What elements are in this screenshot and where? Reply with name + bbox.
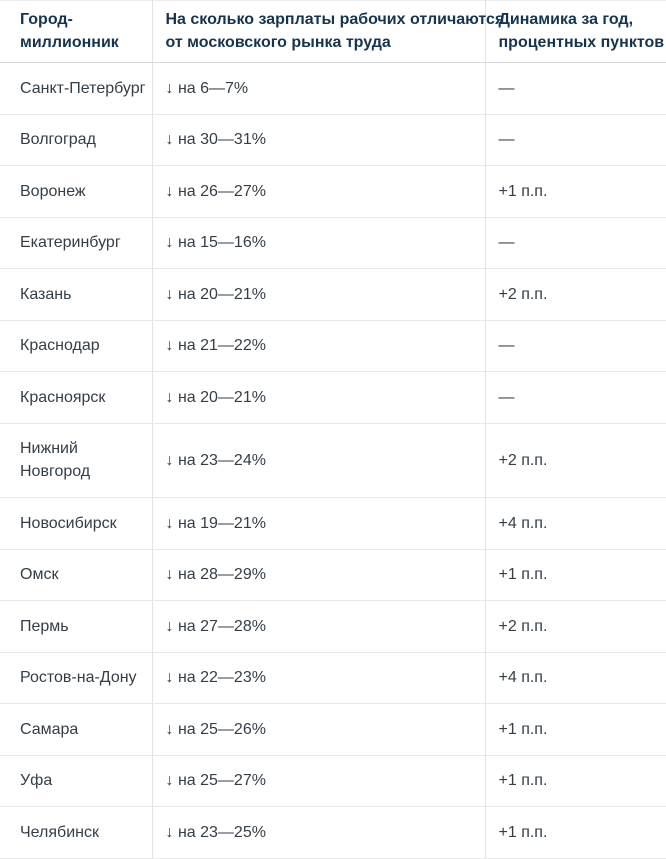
city-cell: Омск [0, 549, 152, 601]
city-cell: Пермь [0, 600, 152, 653]
table-row: Пермь ↓ на 27—28% +2 п.п. [0, 600, 666, 653]
salary-diff-cell: ↓ на 20—21% [151, 371, 485, 424]
city-cell: Челябинск [0, 806, 152, 859]
table-row: Екатеринбург ↓ на 15—16% — [0, 217, 666, 269]
dynamics-cell: — [484, 114, 666, 166]
salary-diff-cell: ↓ на 19—21% [151, 497, 485, 550]
dynamics-cell: +1 п.п. [484, 755, 666, 807]
salary-diff-cell: ↓ на 28—29% [151, 549, 485, 601]
salary-diff-cell: ↓ на 27—28% [151, 600, 485, 653]
dynamics-cell: +4 п.п. [484, 497, 666, 550]
table-row: Нижний Новгород ↓ на 23—24% +2 п.п. [0, 423, 666, 498]
salary-diff-cell: ↓ на 25—27% [151, 755, 485, 807]
dynamics-cell: — [484, 320, 666, 372]
table-row: Новосибирск ↓ на 19—21% +4 п.п. [0, 497, 666, 550]
city-cell: Воронеж [0, 165, 152, 218]
city-cell: Уфа [0, 755, 152, 807]
column-header-salary-diff: На сколько зарплаты рабочих отличаются о… [151, 0, 504, 63]
dynamics-cell: — [484, 217, 666, 269]
table-row: Санкт-Петербург ↓ на 6—7% — [0, 62, 666, 115]
city-cell: Волгоград [0, 114, 152, 166]
dynamics-cell: +4 п.п. [484, 652, 666, 704]
dynamics-cell: +1 п.п. [484, 549, 666, 601]
dynamics-cell: +1 п.п. [484, 806, 666, 859]
city-cell: Красноярск [0, 371, 152, 424]
dynamics-cell: +2 п.п. [484, 268, 666, 321]
table-row: Челябинск ↓ на 23—25% +1 п.п. [0, 806, 666, 859]
table-body: Санкт-Петербург ↓ на 6—7% — Волгоград ↓ … [0, 62, 666, 859]
salary-diff-cell: ↓ на 23—25% [151, 806, 485, 859]
dynamics-cell: +2 п.п. [484, 423, 666, 498]
table-row: Омск ↓ на 28—29% +1 п.п. [0, 549, 666, 601]
city-cell: Екатеринбург [0, 217, 152, 269]
salary-diff-cell: ↓ на 26—27% [151, 165, 485, 218]
salary-diff-cell: ↓ на 21—22% [151, 320, 485, 372]
city-cell: Казань [0, 268, 152, 321]
table-row: Казань ↓ на 20—21% +2 п.п. [0, 268, 666, 321]
salary-diff-cell: ↓ на 30—31% [151, 114, 485, 166]
city-cell: Санкт-Петербург [0, 62, 152, 115]
dynamics-cell: — [484, 62, 666, 115]
table-row: Ростов-на-Дону ↓ на 22—23% +4 п.п. [0, 652, 666, 704]
table-row: Уфа ↓ на 25—27% +1 п.п. [0, 755, 666, 807]
salary-diff-cell: ↓ на 6—7% [151, 62, 485, 115]
salary-diff-cell: ↓ на 15—16% [151, 217, 485, 269]
salary-diff-cell: ↓ на 22—23% [151, 652, 485, 704]
salary-diff-cell: ↓ на 23—24% [151, 423, 485, 498]
city-cell: Ростов-на-Дону [0, 652, 152, 704]
header-row: Город- миллионник На сколько зарплаты ра… [0, 0, 666, 63]
table-row: Самара ↓ на 25—26% +1 п.п. [0, 703, 666, 756]
dynamics-cell: — [484, 371, 666, 424]
dynamics-cell: +1 п.п. [484, 703, 666, 756]
table-row: Воронеж ↓ на 26—27% +1 п.п. [0, 165, 666, 218]
dynamics-cell: +1 п.п. [484, 165, 666, 218]
column-header-dynamics: Динамика за год, процентных пунктов [484, 0, 666, 63]
table-row: Волгоград ↓ на 30—31% — [0, 114, 666, 166]
salary-diff-cell: ↓ на 25—26% [151, 703, 485, 756]
city-cell: Краснодар [0, 320, 152, 372]
table-row: Красноярск ↓ на 20—21% — [0, 371, 666, 424]
salary-diff-cell: ↓ на 20—21% [151, 268, 485, 321]
city-cell: Самара [0, 703, 152, 756]
table-row: Краснодар ↓ на 21—22% — [0, 320, 666, 372]
dynamics-cell: +2 п.п. [484, 600, 666, 653]
column-header-city: Город- миллионник [0, 0, 152, 63]
city-cell: Новосибирск [0, 497, 152, 550]
city-cell: Нижний Новгород [0, 423, 152, 498]
